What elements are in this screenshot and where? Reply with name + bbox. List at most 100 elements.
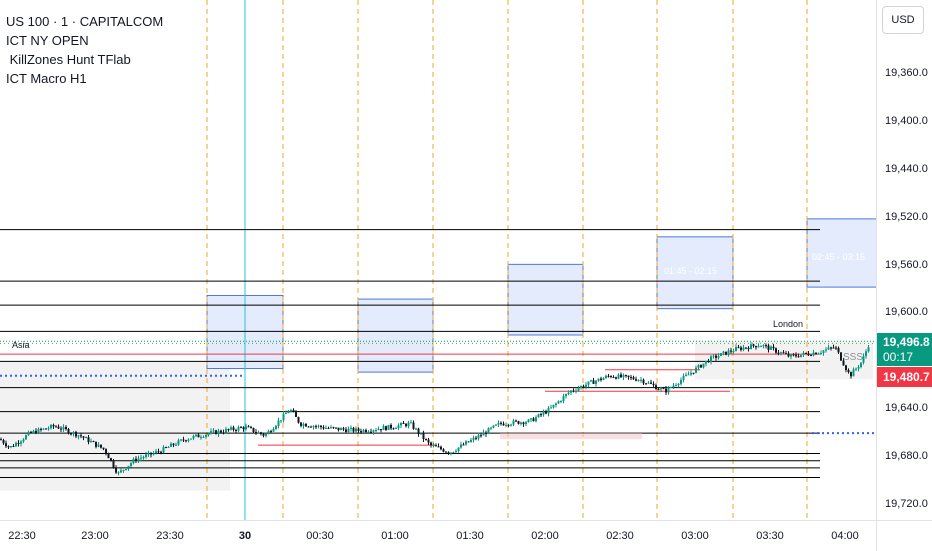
- price-axis[interactable]: USD 19,720.0 19,680.0 19,640.0 19,600.0 19,5…: [876, 0, 932, 520]
- candle-body-819: [817, 353, 820, 355]
- candle-body-416: [415, 428, 417, 430]
- candle-body-741: [740, 347, 742, 350]
- candle-body-364: [362, 429, 365, 433]
- session-label-asia: Asia: [12, 340, 30, 350]
- candle-body-766: [765, 345, 767, 347]
- candle-body-604: [602, 378, 605, 380]
- candle-body-79: [77, 435, 80, 437]
- candle-body-246: [245, 426, 247, 430]
- candle-body-106: [105, 449, 107, 454]
- candle-body-346: [345, 429, 347, 432]
- candle-body-636: [635, 379, 637, 381]
- candle-body-396: [395, 428, 397, 430]
- chart-area[interactable]: US 100 · 1 · CAPITALCOM ICT NY OPEN Kill…: [0, 0, 876, 520]
- last-price-value: 19,496.8: [883, 335, 930, 349]
- time-axis[interactable]: 22:30 23:00 23:30 30 00:30 01:00 01:30 02:00 02:…: [0, 520, 876, 551]
- chart-canvas[interactable]: [0, 0, 876, 520]
- candle-body-11: [10, 446, 12, 448]
- candle-body-704: [702, 363, 705, 368]
- candle-body-46: [45, 428, 47, 430]
- candle-body-389: [387, 424, 390, 430]
- candle-body-419: [417, 428, 420, 434]
- candle-body-169: [167, 446, 170, 448]
- candle-body-866: [865, 351, 867, 357]
- candle-body-476: [475, 437, 477, 439]
- macro-box-2: [507, 263, 584, 336]
- candle-body-34: [32, 430, 35, 433]
- candle-body-284: [282, 413, 285, 421]
- indicator-ict-macro[interactable]: ICT Macro H1: [6, 71, 87, 86]
- candle-body-566: [565, 393, 567, 397]
- candle-body-499: [497, 422, 500, 425]
- candle-body-481: [480, 435, 482, 437]
- candle-body-179: [177, 440, 180, 445]
- candle-body-164: [162, 447, 165, 453]
- candle-body-534: [532, 418, 535, 422]
- candle-body-6: [5, 443, 7, 447]
- candle-body-839: [837, 347, 840, 353]
- candle-body-39: [37, 428, 40, 434]
- candle-body-786: [785, 353, 787, 355]
- candle-body-404: [402, 423, 405, 425]
- candle-body-681: [680, 379, 682, 384]
- price-tick-label: 19,640.0: [885, 402, 928, 415]
- candle-body-629: [627, 375, 630, 378]
- candle-body-199: [197, 434, 200, 438]
- candle-body-849: [847, 369, 850, 373]
- candle-body-666: [665, 388, 667, 393]
- candle-body-641: [640, 379, 642, 381]
- candle-body-391: [390, 424, 392, 429]
- candle-body-859: [857, 367, 860, 369]
- candle-body-474: [472, 437, 475, 440]
- candle-body-319: [317, 425, 320, 427]
- price-tick-label: 19,680.0: [885, 450, 928, 463]
- candle-body-749: [747, 347, 750, 350]
- candle-body-726: [725, 351, 727, 355]
- candle-body-236: [235, 429, 237, 431]
- indicator-ict-ny-open[interactable]: ICT NY OPEN: [6, 33, 89, 48]
- candle-body-109: [107, 453, 110, 459]
- candle-body-689: [687, 374, 690, 376]
- candle-body-729: [727, 350, 730, 355]
- candle-body-186: [185, 440, 187, 442]
- time-tick-label: 02:30: [606, 530, 634, 542]
- candle-body-224: [222, 432, 225, 434]
- candle-body-631: [630, 377, 632, 379]
- candle-body-821: [820, 352, 822, 354]
- axis-corner[interactable]: [876, 520, 932, 551]
- candle-body-466: [465, 441, 467, 445]
- candle-body-119: [117, 472, 120, 474]
- candle-body-221: [220, 430, 222, 433]
- bar-countdown: 00:17: [883, 350, 914, 364]
- candle-body-724: [722, 351, 725, 354]
- candle-body-296: [295, 412, 297, 417]
- candle-body-96: [95, 441, 97, 447]
- candle-body-444: [442, 449, 445, 452]
- currency-button[interactable]: USD: [882, 6, 924, 34]
- price-tick-label: 19,440.0: [885, 162, 928, 175]
- candle-body-354: [352, 427, 355, 432]
- candle-body-769: [767, 345, 770, 350]
- candle-body-736: [735, 347, 737, 352]
- candle-body-709: [707, 360, 710, 363]
- candle-body-379: [377, 429, 380, 431]
- candle-body-836: [835, 347, 837, 349]
- symbol-title[interactable]: US 100 · 1 · CAPITALCOM: [6, 14, 164, 29]
- macro-label-0145: 01:45 - 02:15: [664, 266, 718, 276]
- candle-body-504: [502, 423, 505, 426]
- indicator-killzones[interactable]: KillZones Hunt TFlab: [6, 52, 131, 67]
- candle-body-356: [355, 428, 357, 432]
- candle-body-579: [577, 388, 580, 391]
- candle-body-254: [252, 427, 255, 432]
- time-tick-label: 23:30: [156, 530, 184, 542]
- candle-body-61: [60, 428, 62, 430]
- candle-body-24: [22, 439, 25, 442]
- candle-body-539: [537, 414, 540, 418]
- candle-body-624: [622, 374, 625, 378]
- candle-body-406: [405, 423, 407, 427]
- candle-body-376: [375, 430, 377, 432]
- time-tick-label: 00:30: [306, 530, 334, 542]
- candle-body-596: [595, 380, 597, 384]
- candle-body-644: [642, 379, 645, 384]
- candle-body-196: [195, 434, 197, 436]
